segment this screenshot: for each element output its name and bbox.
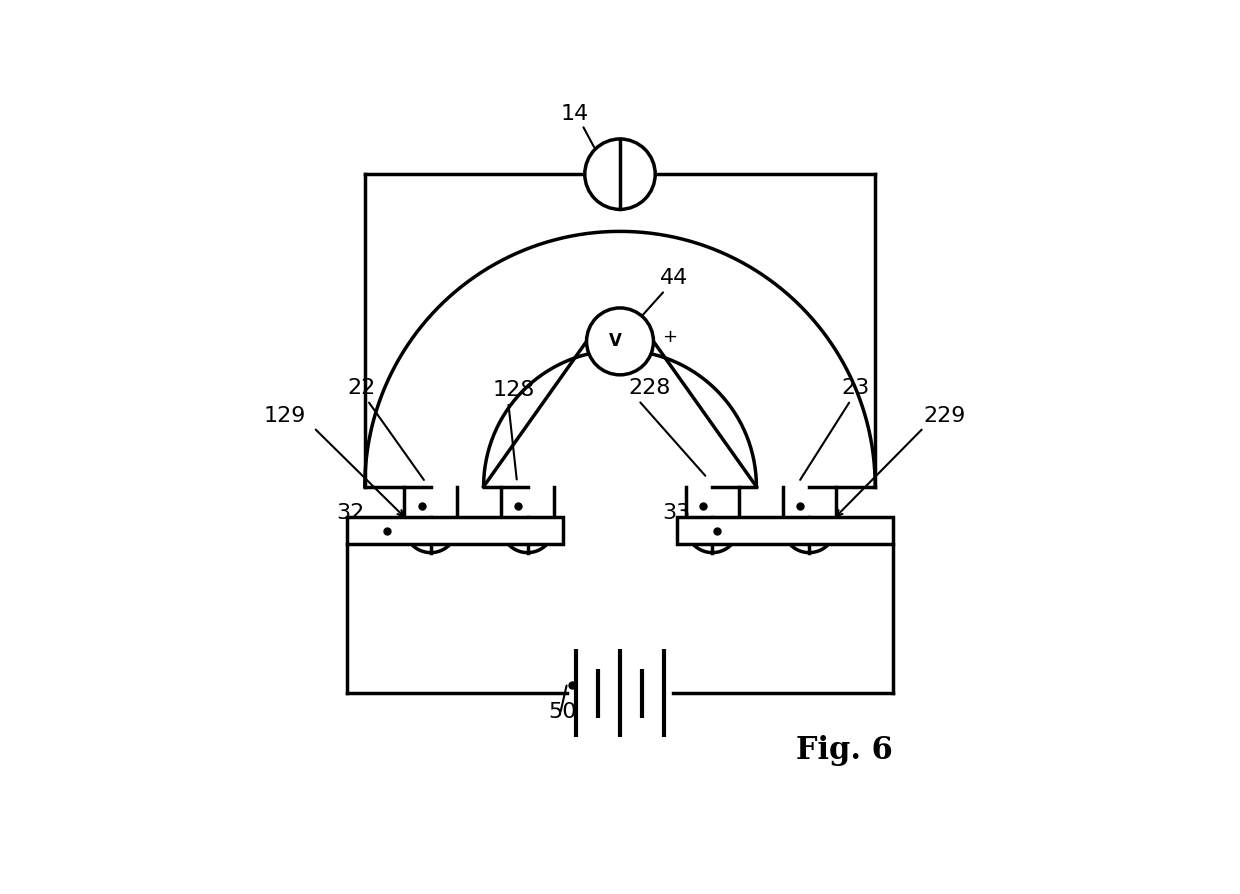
Text: Fig. 6: Fig. 6 bbox=[796, 735, 893, 766]
Circle shape bbox=[585, 139, 655, 209]
Text: 23: 23 bbox=[842, 378, 870, 398]
Text: 50: 50 bbox=[548, 702, 577, 722]
Circle shape bbox=[587, 308, 653, 375]
Text: 128: 128 bbox=[492, 380, 534, 400]
Text: V: V bbox=[609, 333, 622, 350]
Text: +: + bbox=[662, 328, 677, 346]
Text: 22: 22 bbox=[347, 378, 376, 398]
Text: 228: 228 bbox=[629, 378, 671, 398]
Bar bbox=[677, 518, 893, 544]
Text: 129: 129 bbox=[264, 407, 306, 426]
Bar bbox=[347, 518, 563, 544]
Text: 32: 32 bbox=[336, 503, 365, 523]
Text: 44: 44 bbox=[660, 268, 688, 288]
Text: 33: 33 bbox=[662, 503, 691, 523]
Text: 14: 14 bbox=[560, 104, 589, 123]
Text: 229: 229 bbox=[924, 407, 966, 426]
